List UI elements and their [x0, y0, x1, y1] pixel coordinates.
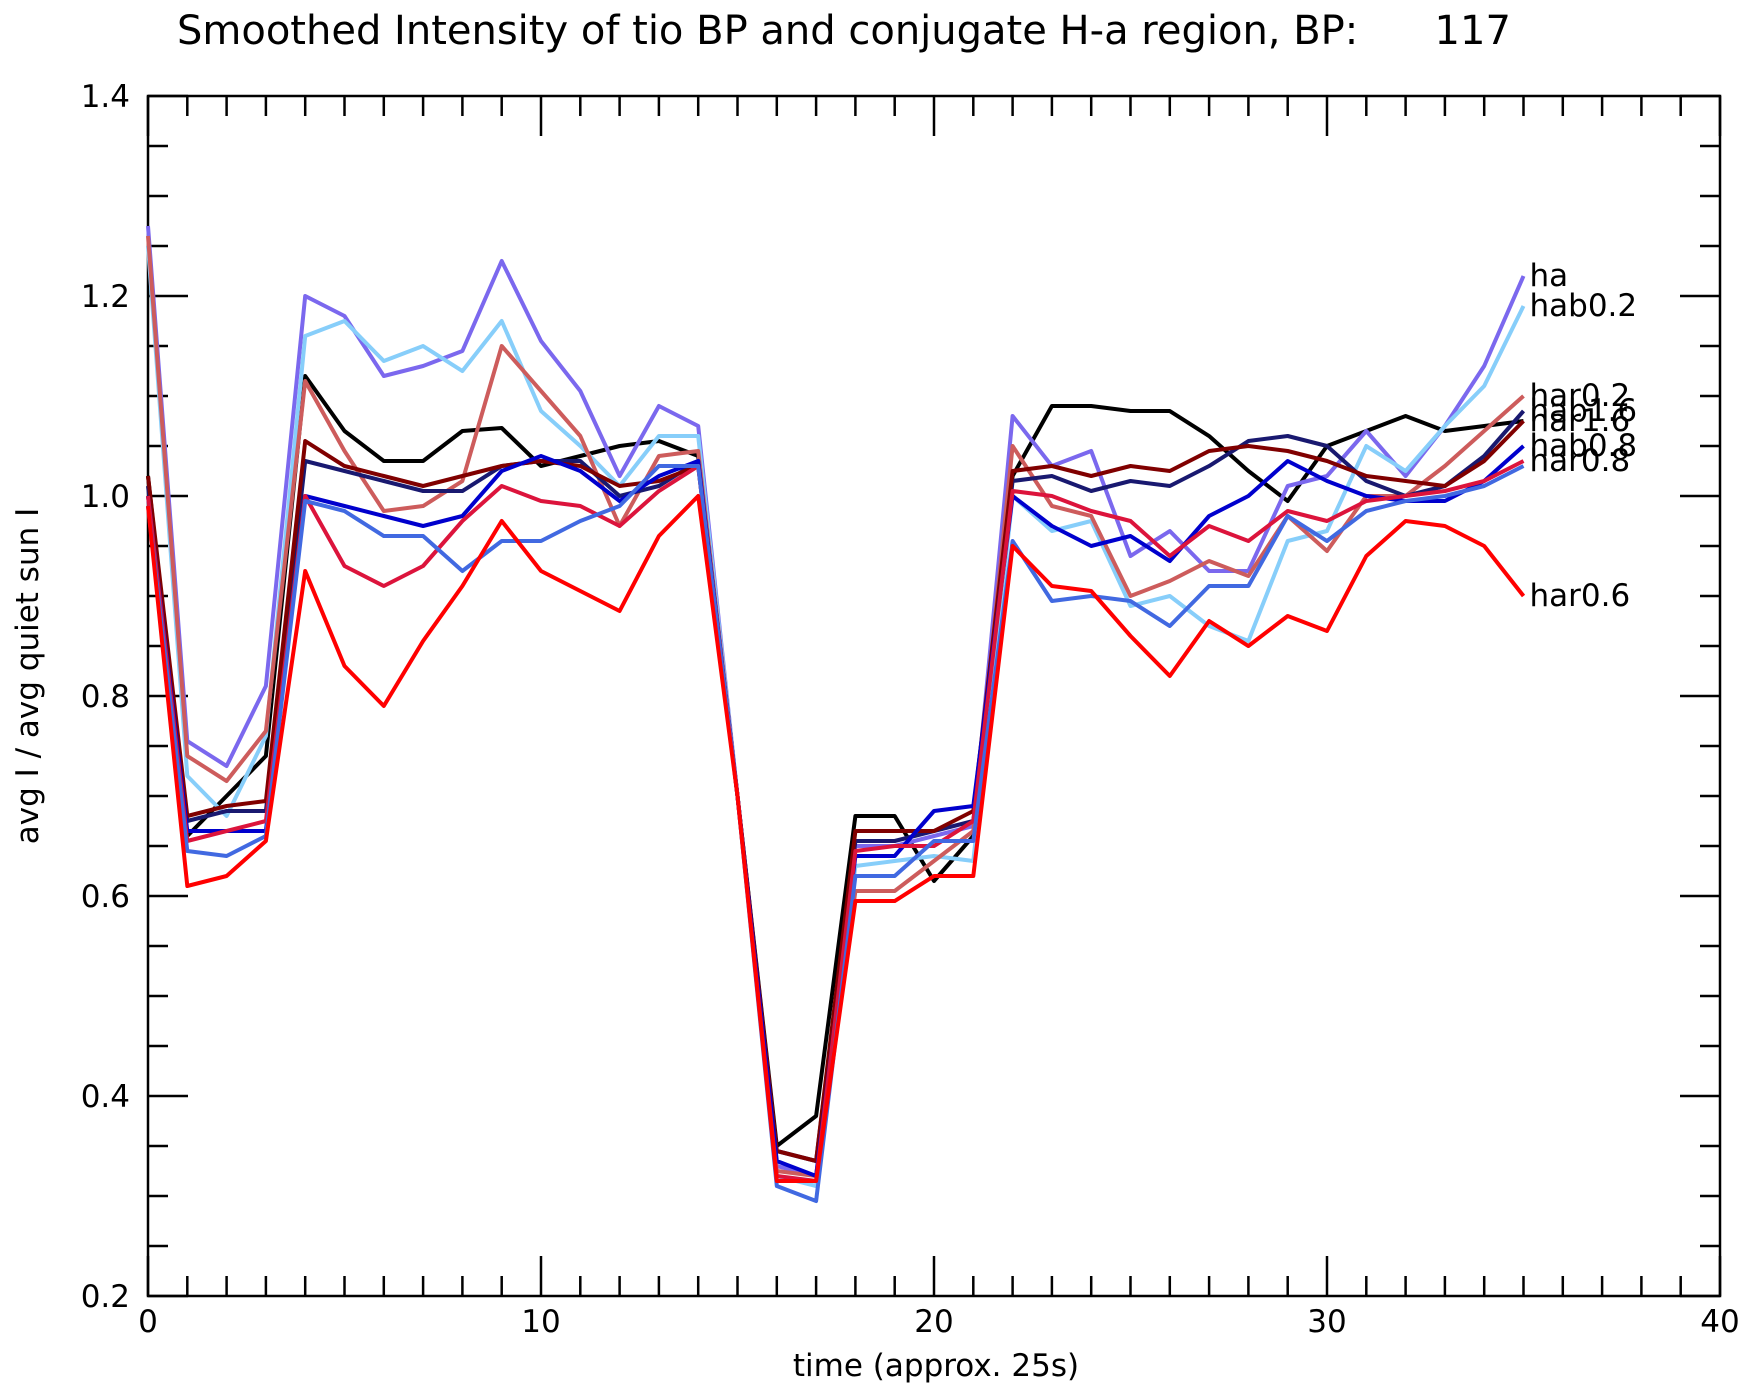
y-tick-label: 0.6: [81, 879, 130, 915]
plot-frame: [146, 94, 1722, 1298]
y-tick-label: 0.8: [81, 679, 130, 715]
series-lines: [146, 225, 1526, 1203]
axis-ticks: [146, 94, 1722, 1298]
series-label: har0.8: [1530, 443, 1631, 479]
series-label: hab0.2: [1530, 288, 1638, 324]
y-tick-label: 0.2: [81, 1279, 130, 1315]
plot-border: [146, 94, 1722, 1298]
series-line-har0.6: [146, 494, 1526, 1183]
y-axis-label: avg I / avg quiet sun I: [10, 508, 46, 845]
chart-title: Smoothed Intensity of tio BP and conjuga…: [177, 8, 1511, 54]
series-label: har1.6: [1530, 403, 1631, 439]
series-label: hab1.6: [1530, 393, 1638, 429]
y-tick-label: 1.0: [81, 479, 130, 515]
series-line-unlabeled-8: [146, 464, 1525, 1203]
series-line-unlabeled-0: [146, 374, 1524, 1148]
x-tick-label: 10: [521, 1304, 560, 1340]
y-tick-label: 1.4: [81, 79, 130, 115]
series-label: hab0.8: [1530, 428, 1638, 464]
x-tick-label: 20: [914, 1304, 953, 1340]
series-line-har0.8: [146, 459, 1525, 1183]
x-axis-label: time (approx. 25s): [793, 1348, 1079, 1384]
axis-tick-labels: 0 10 20 30 40 0.2 0.4 0.6 0.8 1.0 1.2 1.4: [81, 79, 1740, 1340]
y-tick-label: 1.2: [81, 279, 130, 315]
x-tick-label: 40: [1700, 1304, 1739, 1340]
series-line-hab0.8: [146, 444, 1525, 1178]
series-label: har0.2: [1530, 378, 1631, 414]
x-tick-label: 0: [138, 1304, 158, 1340]
series-line-har1.6: [146, 419, 1525, 1163]
series-label: ha: [1530, 258, 1569, 294]
series-label: har0.6: [1530, 578, 1631, 614]
x-tick-label: 30: [1307, 1304, 1346, 1340]
y-tick-label: 0.4: [81, 1079, 130, 1115]
